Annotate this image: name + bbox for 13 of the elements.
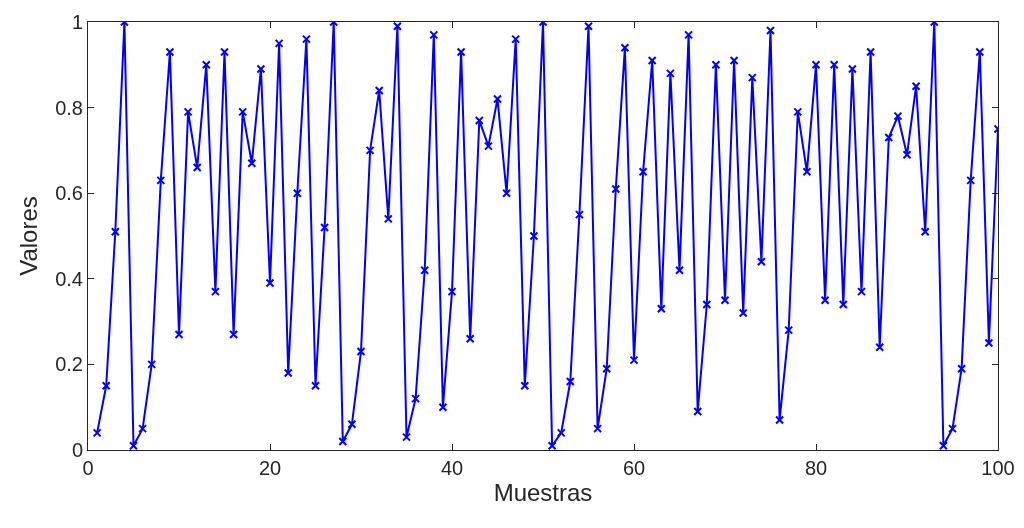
y-tick-label: 0.2 <box>55 353 83 376</box>
y-tick-label: 1 <box>71 11 83 33</box>
y-axis-title: Valores <box>15 196 43 276</box>
y-tick-label: 0 <box>71 439 83 461</box>
y-tick-label: 0.4 <box>55 267 83 290</box>
x-axis-title: Muestras <box>493 479 593 507</box>
x-tick-label: 40 <box>440 457 464 479</box>
x-tick-label: 20 <box>258 457 282 479</box>
x-tick-label: 60 <box>622 457 646 479</box>
y-tick-label: 0.6 <box>55 182 83 205</box>
x-tick-label: 80 <box>804 457 828 479</box>
x-tick-label: 100 <box>981 457 1015 479</box>
y-tick-label: 0.8 <box>55 96 83 119</box>
